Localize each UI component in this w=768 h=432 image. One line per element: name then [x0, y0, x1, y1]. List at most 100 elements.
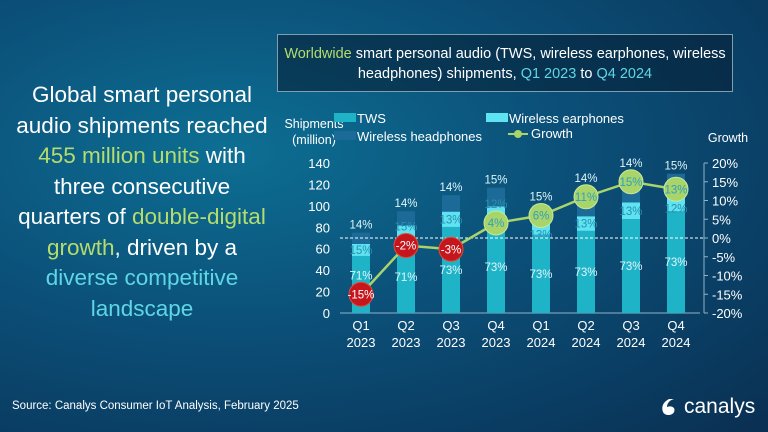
x-tick-label: 2023	[347, 335, 376, 350]
y-tick-label: 40	[316, 263, 330, 278]
y-axis-label: (million)	[292, 133, 336, 147]
legend-label: Wireless headphones	[357, 129, 483, 144]
bar-share-label: 15%	[664, 161, 687, 173]
headline-text: Global smart personal audio shipments re…	[16, 82, 268, 138]
bar-segment-wireless-earphones	[352, 243, 370, 256]
bar-share-label: 13%	[439, 214, 462, 226]
y2-tick-label: -20%	[712, 306, 743, 321]
growth-label: -3%	[441, 244, 461, 256]
y-tick-label: 120	[308, 177, 330, 192]
bar-segment-tws	[622, 219, 640, 313]
bar-share-label: 15%	[484, 175, 507, 187]
y-tick-label: 20	[316, 285, 330, 300]
bar-segment-wireless-earphones	[622, 202, 640, 220]
title-part: Worldwide	[284, 46, 352, 62]
bar-share-label: 73%	[439, 265, 462, 277]
y-tick-label: 0	[323, 306, 330, 321]
growth-marker	[483, 210, 509, 236]
headline-text: with three consecutive quarters of	[18, 143, 246, 229]
x-tick-label: Q1	[352, 318, 369, 333]
x-tick-label: 2023	[482, 335, 511, 350]
growth-label: -15%	[348, 289, 375, 301]
y2-tick-label: 20%	[712, 156, 738, 171]
bar-share-label: 13%	[574, 219, 597, 231]
bar-share-label: 73%	[529, 269, 552, 281]
growth-marker	[573, 184, 599, 210]
bar-share-label: 71%	[394, 272, 417, 284]
x-tick-label: Q3	[622, 318, 639, 333]
title-part: Q1 2023	[520, 66, 577, 82]
growth-marker	[663, 176, 689, 202]
source-note: Source: Canalys Consumer IoT Analysis, F…	[12, 400, 299, 412]
canalys-logo-icon	[662, 399, 675, 415]
bar-share-label: 73%	[664, 257, 687, 269]
bar-share-label: 13%	[529, 230, 552, 242]
bar-segment-tws	[532, 234, 550, 313]
title-part: smart personal audio (TWS, wireless earp…	[351, 46, 726, 82]
y-tick-label: 140	[308, 156, 330, 171]
bar-share-label: 12%	[664, 203, 687, 215]
bar-segment-wireless-headphones	[397, 211, 415, 226]
headline-text: , driven by a	[114, 234, 238, 260]
bar-segment-tws	[667, 211, 685, 313]
bar-share-label: 12%	[484, 199, 507, 211]
growth-marker	[438, 236, 464, 262]
y2-tick-label: 5%	[712, 212, 731, 227]
headline-highlight: double-digital growth	[46, 204, 266, 260]
x-tick-label: Q2	[577, 318, 594, 333]
logo-text: canalys	[684, 395, 756, 418]
bar-share-label: 14%	[439, 182, 462, 194]
bar-segment-wireless-headphones	[442, 195, 460, 212]
chart-title: Worldwide smart personal audio (TWS, wir…	[277, 34, 733, 92]
x-tick-label: Q1	[532, 318, 549, 333]
y2-tick-label: -15%	[712, 287, 743, 302]
x-tick-label: 2023	[437, 335, 466, 350]
growth-marker	[618, 169, 644, 195]
growth-label: 4%	[488, 218, 505, 230]
x-tick-label: 2024	[662, 335, 691, 350]
bar-share-label: 14%	[619, 158, 642, 170]
growth-marker	[393, 233, 419, 258]
growth-label: -2%	[396, 241, 416, 253]
x-tick-label: 2024	[572, 335, 601, 350]
bar-share-label: 15%	[349, 245, 372, 257]
growth-label: 13%	[664, 184, 687, 196]
bar-share-label: 13%	[619, 206, 642, 218]
bar-share-label: 73%	[484, 262, 507, 274]
y2-tick-label: 0%	[712, 231, 731, 246]
y2-tick-label: -10%	[712, 269, 743, 284]
y2-tick-label: 15%	[712, 175, 738, 190]
canalys-logo: canalys	[658, 395, 755, 419]
bar-share-label: 14%	[394, 198, 417, 210]
bar-share-label: 14%	[574, 173, 597, 185]
title-part: Q4 2024	[596, 66, 653, 82]
legend-label: Wireless earphones	[509, 111, 624, 126]
y-tick-label: 60	[316, 242, 330, 257]
y-axis-label: Shipments	[284, 117, 343, 131]
growth-label: 15%	[619, 177, 642, 189]
bar-share-label: 15%	[529, 192, 552, 204]
bar-share-label: 14%	[349, 220, 372, 232]
x-tick-label: Q2	[397, 318, 414, 333]
x-tick-label: Q4	[667, 318, 684, 333]
headline: Global smart personal audio shipments re…	[12, 80, 272, 324]
bar-segment-tws	[487, 221, 505, 313]
headline-highlight: 455 million units	[38, 143, 200, 168]
bar-segment-tws	[397, 240, 415, 313]
legend-growth-marker	[514, 130, 522, 138]
legend-label: TWS	[357, 111, 386, 126]
x-tick-label: 2024	[527, 335, 556, 350]
y2-tick-label: 10%	[712, 194, 738, 209]
bar-share-label: 15%	[394, 222, 417, 234]
bar-share-label: 73%	[619, 261, 642, 273]
legend-swatch	[334, 113, 356, 122]
y-tick-label: 80	[316, 220, 330, 235]
bar-segment-wireless-earphones	[577, 216, 595, 231]
growth-label: 11%	[575, 192, 597, 204]
title-part: to	[576, 66, 597, 82]
bar-segment-wireless-earphones	[442, 211, 460, 227]
x-tick-label: Q4	[487, 318, 504, 333]
y2-axis-label: Growth	[708, 131, 748, 145]
growth-marker	[528, 203, 554, 228]
